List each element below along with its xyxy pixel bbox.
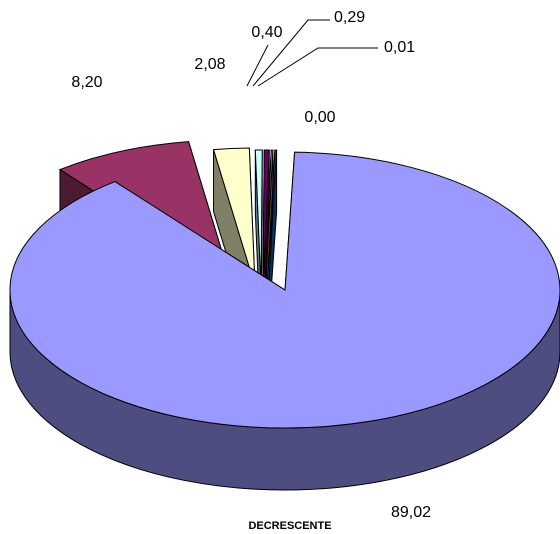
data-label: 0,40 (251, 24, 282, 41)
pie-slice (262, 149, 270, 289)
pie-slice (212, 147, 256, 287)
chart-caption: DECRESCENTE (248, 520, 331, 532)
data-label: 2,08 (194, 56, 225, 73)
leader-line (257, 47, 378, 87)
pie-slice-tops (9, 141, 560, 429)
pie-slice (264, 149, 274, 289)
leader-line (246, 44, 269, 87)
data-label: 0,00 (304, 109, 335, 126)
data-labels: 89,02 8,20 2,08 0,40 0,29 0,01 0,00 (71, 9, 431, 521)
pie-slice (9, 151, 560, 429)
data-label: 89,02 (391, 504, 431, 521)
data-label: 0,29 (334, 9, 365, 26)
leader-lines (246, 19, 378, 87)
data-label: 8,20 (71, 74, 102, 91)
pie-slice (266, 149, 278, 289)
pie-slice (254, 149, 263, 289)
data-label: 0,01 (384, 39, 415, 56)
leader-line (252, 19, 330, 87)
